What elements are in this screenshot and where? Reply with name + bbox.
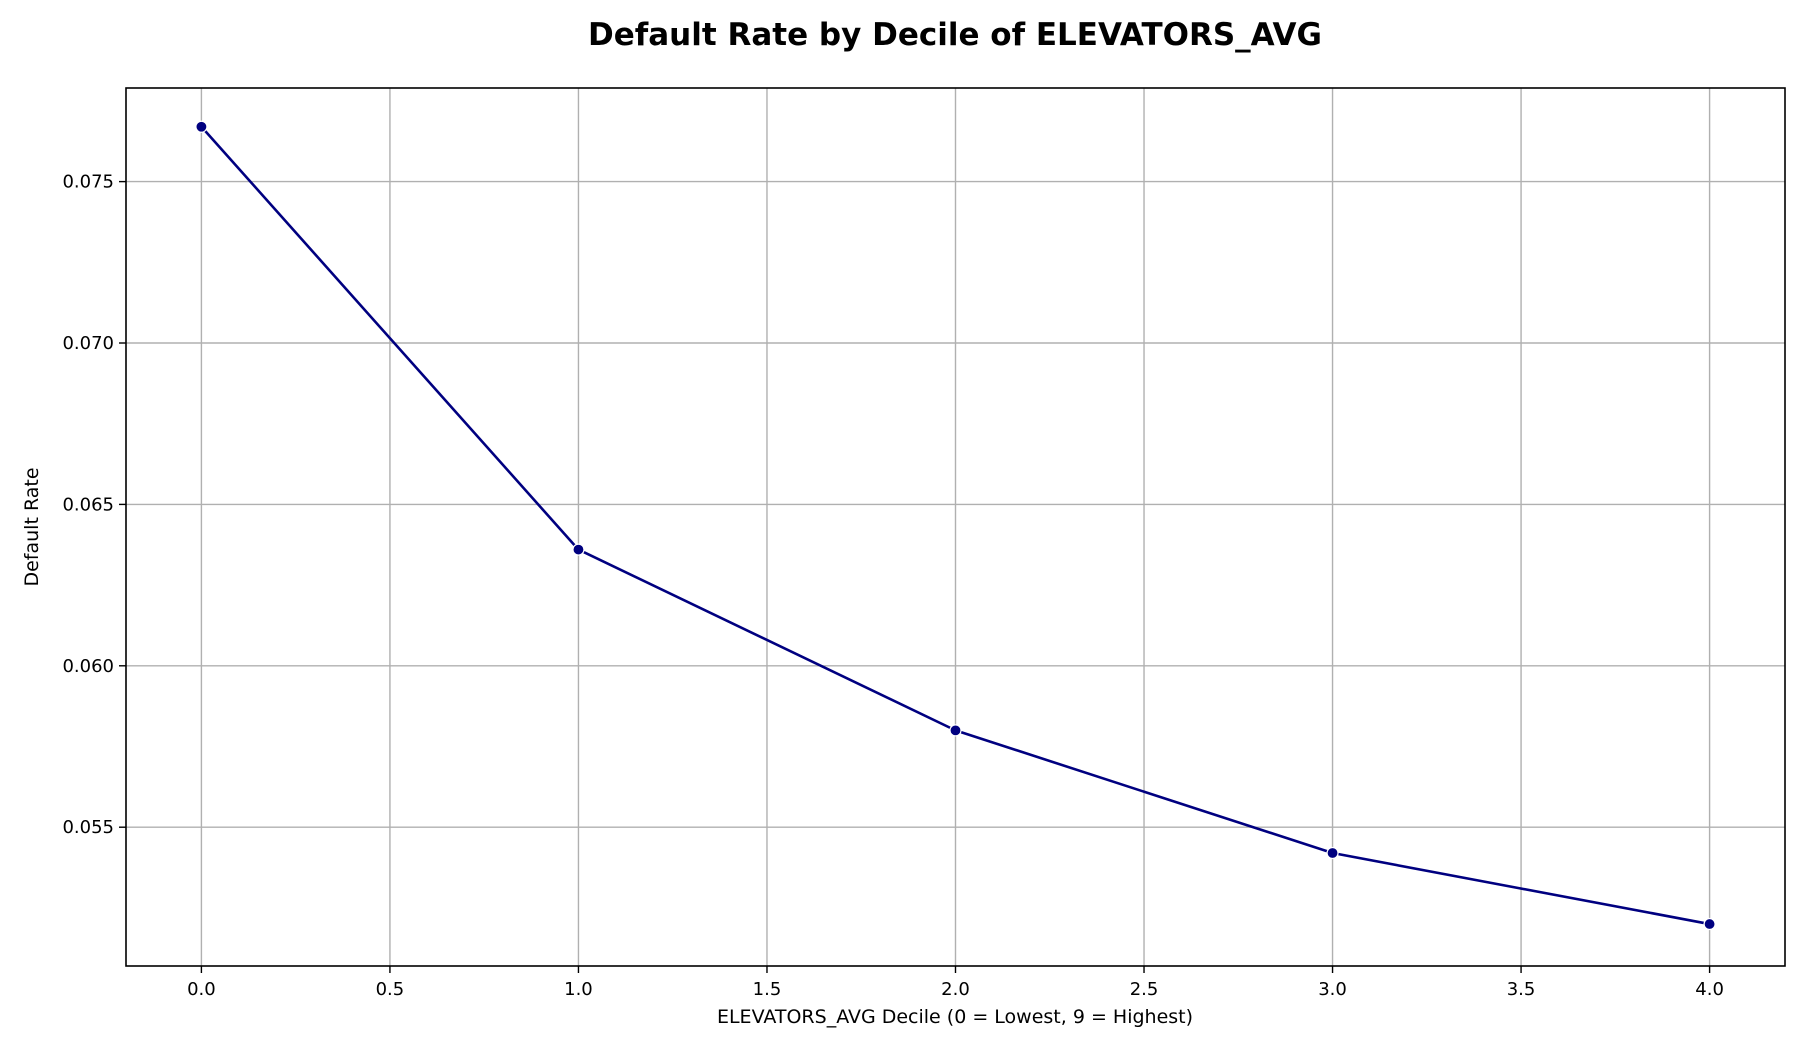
y-tick-label: 0.055 xyxy=(62,817,114,838)
y-tick-label: 0.065 xyxy=(62,494,114,515)
x-tick-label: 3.5 xyxy=(1507,979,1536,1000)
x-tick-label: 2.0 xyxy=(941,979,970,1000)
data-point xyxy=(572,543,585,556)
data-point xyxy=(949,724,962,737)
x-tick-label: 1.0 xyxy=(564,979,593,1000)
x-tick-label: 4.0 xyxy=(1695,979,1724,1000)
y-axis-label: Default Rate xyxy=(21,467,43,586)
x-tick-label: 0.0 xyxy=(187,979,216,1000)
tick-labels: 0.0 0.5 1.0 1.5 2.0 2.5 3.0 3.5 4.0 0.055 0.060 0.0… xyxy=(62,172,1723,1000)
data-point xyxy=(1326,846,1339,860)
data-point xyxy=(195,120,208,133)
grid xyxy=(126,88,1785,966)
y-tick-label: 0.075 xyxy=(62,172,114,193)
plot-frame xyxy=(125,87,1786,967)
x-tick-label: 3.0 xyxy=(1318,979,1347,1000)
chart-title: Default Rate by Decile of ELEVATORS_AVG xyxy=(588,17,1322,53)
axes xyxy=(119,87,1786,973)
data-point xyxy=(1703,917,1716,931)
x-axis-label: ELEVATORS_AVG Decile (0 = Lowest, 9 = Hi… xyxy=(717,1006,1193,1028)
y-tick-label: 0.060 xyxy=(62,656,114,677)
x-tick-label: 0.5 xyxy=(376,979,405,1000)
series-layer xyxy=(195,120,1716,931)
y-tick-label: 0.070 xyxy=(62,333,114,354)
x-tick-label: 2.5 xyxy=(1130,979,1159,1000)
x-tick-label: 1.5 xyxy=(753,979,782,1000)
